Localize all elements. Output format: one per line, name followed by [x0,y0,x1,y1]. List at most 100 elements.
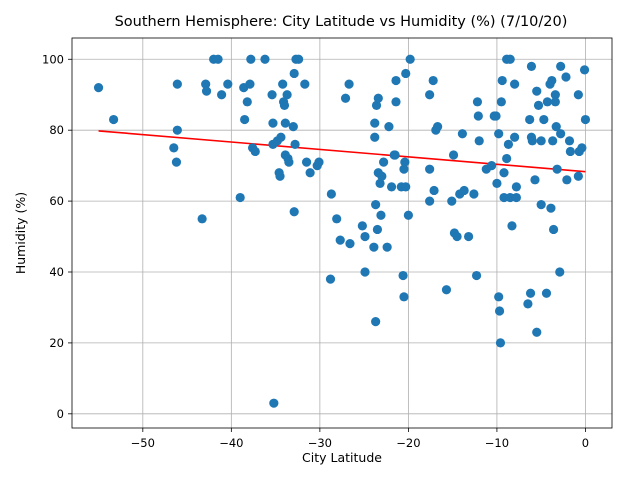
data-point [377,171,387,181]
x-axis-label: City Latitude [302,450,382,465]
data-point [360,231,370,242]
data-point [268,118,278,128]
plot-frame [71,37,613,429]
data-point [494,292,504,302]
data-point [525,114,535,125]
data-point [499,168,509,178]
data-point [275,171,285,181]
data-point [505,54,515,64]
data-point [457,129,467,139]
data-point [169,143,179,153]
data-point [503,139,514,149]
data-point [246,54,256,64]
data-point [533,100,544,110]
data-point [492,178,502,188]
data-point [300,79,310,89]
data-point [223,79,233,89]
data-point [282,90,292,100]
data-point [530,175,540,185]
data-point [242,97,252,107]
data-point [390,150,400,160]
x-tick-label: −20 [396,436,420,450]
data-point [372,224,383,235]
data-point [301,157,312,167]
data-point [213,54,223,64]
data-point [345,239,355,249]
data-point [369,242,379,252]
data-point [541,288,552,298]
data-point [573,90,583,100]
data-point [562,175,572,185]
y-axis-label: Humidity (%) [13,192,28,274]
data-point [201,86,212,96]
data-point [267,90,277,100]
data-point [502,153,512,164]
data-point [305,168,315,178]
data-point [288,122,298,132]
data-point [400,157,410,167]
data-point [371,100,382,110]
data-point [491,111,501,121]
x-tick-label: −40 [219,436,243,450]
data-point [555,267,565,277]
regression-line [98,130,586,173]
data-point [507,221,517,231]
data-point [217,90,227,100]
data-point [472,97,483,107]
data-point [279,100,290,110]
data-point [172,79,182,89]
y-tick-label: 60 [49,194,64,208]
data-point [335,235,345,245]
data-point [511,192,521,203]
data-point [523,299,533,309]
data-point [289,207,299,217]
data-point [340,93,351,103]
data-point [433,122,443,132]
data-point [511,182,521,192]
data-point [344,79,354,89]
y-tick-label: 20 [49,336,64,350]
data-point [197,214,207,224]
data-point [546,203,556,213]
data-point [171,157,182,167]
data-point [401,182,411,192]
data-point [532,86,542,96]
regression-layer [98,130,586,173]
data-point [294,54,304,64]
data-point [448,150,459,160]
data-point [332,214,342,224]
data-point [360,267,370,277]
data-point [425,164,435,174]
data-point [284,157,294,167]
data-point [172,125,182,135]
data-point [375,178,385,188]
data-point [386,182,397,192]
data-point [399,292,409,302]
data-point [548,136,558,146]
data-point [539,114,549,125]
data-point [577,143,587,153]
data-point [526,61,537,71]
data-point [556,129,566,139]
data-point [447,196,457,206]
data-point [314,157,324,167]
data-point [245,79,255,89]
data-point [425,90,435,100]
data-point [428,75,438,86]
data-point [473,111,483,121]
data-point [564,136,575,146]
data-point [536,136,546,146]
data-point [548,224,559,235]
data-point [289,68,299,79]
data-point [290,139,300,149]
data-point [495,338,506,348]
data-point [463,231,474,242]
y-tick-label: 80 [49,123,64,137]
data-points [93,54,591,408]
data-point [510,79,520,89]
data-point [561,72,571,82]
data-point [474,136,484,146]
data-point [452,231,462,242]
data-point [565,146,575,157]
